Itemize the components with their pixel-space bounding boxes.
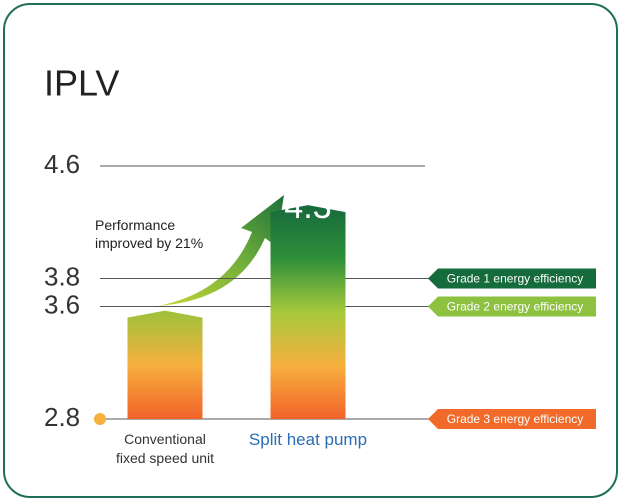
origin-dot xyxy=(94,413,106,425)
bar xyxy=(270,205,346,419)
chart-title: IPLV xyxy=(44,63,119,104)
bar xyxy=(127,310,203,419)
y-tick-label: 3.8 xyxy=(44,261,80,291)
annotation: Performance improved by 21% xyxy=(95,217,204,251)
x-tick-label: Split heat pump xyxy=(248,430,368,449)
grade-tag xyxy=(428,296,596,317)
y-tick-label: 2.8 xyxy=(44,402,80,432)
improvement-arrow xyxy=(158,195,284,306)
y-tick-label: 4.6 xyxy=(44,149,80,179)
value-label: 4.3 xyxy=(284,188,331,226)
grade-label: Grade 3 energy efficiency xyxy=(447,412,584,426)
grade-label: Grade 2 energy efficiency xyxy=(447,300,584,314)
grade-tag xyxy=(428,409,596,429)
grade-label: Grade 1 energy efficiency xyxy=(447,272,584,286)
grade-tag xyxy=(428,268,596,289)
y-tick-label: 3.6 xyxy=(44,289,80,319)
x-tick-label: Conventional fixed speed unit xyxy=(115,431,215,466)
